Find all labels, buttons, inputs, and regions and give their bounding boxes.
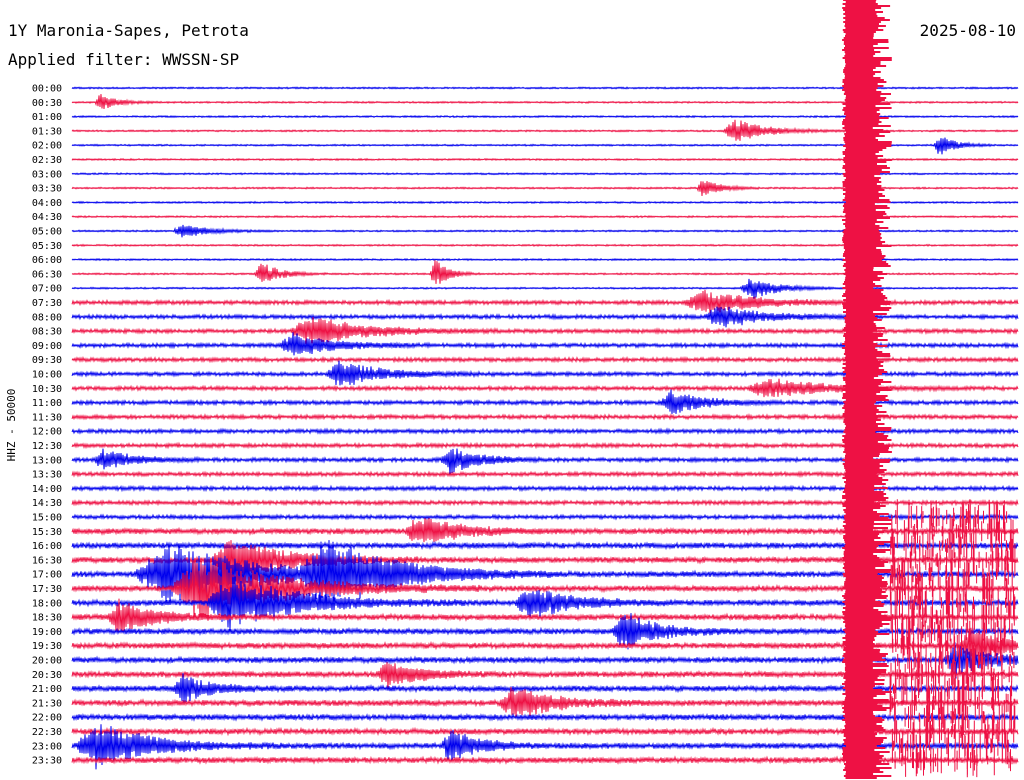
time-label-0330: 03:30 <box>32 184 62 195</box>
time-label-1230: 12:30 <box>32 441 62 452</box>
time-label-1800: 18:00 <box>32 598 62 609</box>
big-event-body <box>842 0 892 779</box>
time-label-0430: 04:30 <box>32 212 62 223</box>
time-label-0130: 01:30 <box>32 126 62 137</box>
big-event-coda <box>889 499 1016 778</box>
time-label-1300: 13:00 <box>32 455 62 466</box>
time-label-1730: 17:30 <box>32 584 62 595</box>
time-label-1530: 15:30 <box>32 527 62 538</box>
time-labels: 00:00 00:30 01:00 01:30 02:00 02:30 03:00 03:30… <box>32 84 62 767</box>
time-label-1400: 14:00 <box>32 484 62 495</box>
time-label-1630: 16:30 <box>32 555 62 566</box>
time-label-1700: 17:00 <box>32 570 62 581</box>
time-label-0500: 05:00 <box>32 227 62 238</box>
time-label-0300: 03:00 <box>32 169 62 180</box>
station-title: 1Y Maronia-Sapes, Petrota <box>8 21 249 40</box>
time-label-0400: 04:00 <box>32 198 62 209</box>
time-label-1500: 15:00 <box>32 513 62 524</box>
time-label-2030: 20:30 <box>32 670 62 681</box>
time-label-1600: 16:00 <box>32 541 62 552</box>
filter-label: Applied filter: WWSSN-SP <box>8 50 239 69</box>
time-label-1100: 11:00 <box>32 398 62 409</box>
time-label-2100: 21:00 <box>32 684 62 695</box>
time-label-1330: 13:30 <box>32 470 62 481</box>
time-label-2230: 22:30 <box>32 727 62 738</box>
large-earthquake-signal <box>842 0 1016 779</box>
time-label-1900: 19:00 <box>32 627 62 638</box>
time-label-0700: 07:00 <box>32 284 62 295</box>
time-label-2000: 20:00 <box>32 656 62 667</box>
time-label-0530: 05:30 <box>32 241 62 252</box>
time-label-1130: 11:30 <box>32 412 62 423</box>
date-label: 2025-08-10 <box>920 21 1016 40</box>
time-label-2200: 22:00 <box>32 713 62 724</box>
time-label-2300: 23:00 <box>32 741 62 752</box>
time-label-0630: 06:30 <box>32 269 62 280</box>
time-label-1930: 19:30 <box>32 641 62 652</box>
time-label-0200: 02:00 <box>32 141 62 152</box>
time-label-1030: 10:30 <box>32 384 62 395</box>
time-label-0000: 00:00 <box>32 84 62 95</box>
time-label-0900: 09:00 <box>32 341 62 352</box>
time-label-0600: 06:00 <box>32 255 62 266</box>
time-label-1200: 12:00 <box>32 427 62 438</box>
time-label-0230: 02:30 <box>32 155 62 166</box>
time-label-0830: 08:30 <box>32 327 62 338</box>
time-label-2130: 21:30 <box>32 698 62 709</box>
time-label-0930: 09:30 <box>32 355 62 366</box>
time-label-1000: 10:00 <box>32 370 62 381</box>
time-label-0800: 08:00 <box>32 312 62 323</box>
time-label-2330: 23:30 <box>32 756 62 767</box>
time-label-0030: 00:30 <box>32 98 62 109</box>
time-label-0730: 07:30 <box>32 298 62 309</box>
y-axis-label: HHZ - 50000 <box>5 389 18 462</box>
time-label-1430: 14:30 <box>32 498 62 509</box>
time-label-0100: 01:00 <box>32 112 62 123</box>
time-label-1830: 18:30 <box>32 613 62 624</box>
